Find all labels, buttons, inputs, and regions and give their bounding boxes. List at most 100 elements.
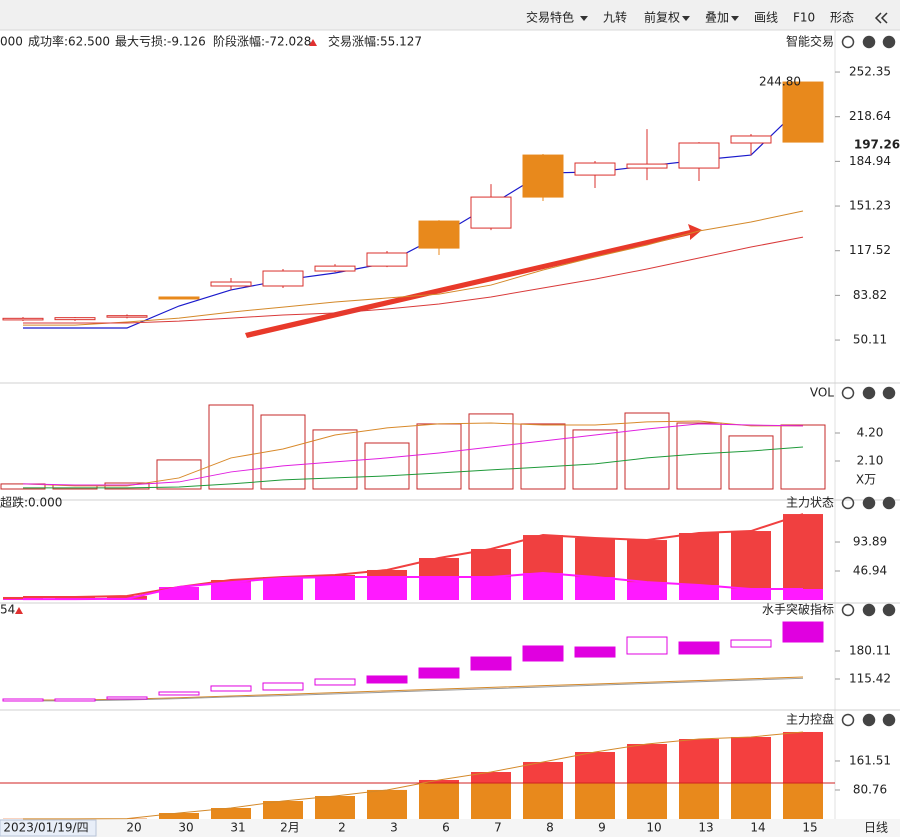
settings-icon[interactable] (841, 386, 855, 400)
help-icon[interactable] (862, 386, 876, 400)
panel-title: 智能交易 (786, 34, 834, 49)
x-tick-label: 10 (646, 821, 661, 835)
indicator-line (23, 210, 804, 326)
bar (783, 514, 823, 600)
stat-label: 000 (0, 35, 23, 49)
x-tick-label: 2月 (280, 821, 300, 835)
stat-label: 最大亏损:-9.126 (115, 35, 206, 49)
help-icon[interactable] (862, 496, 876, 510)
bar (679, 783, 719, 819)
x-tick-label: 2023/01/19/四 (3, 821, 88, 835)
toolbar-button[interactable]: F10 (793, 11, 815, 25)
bar (523, 573, 563, 600)
settings-icon[interactable] (841, 713, 855, 727)
close-icon[interactable] (882, 496, 896, 510)
close-icon[interactable] (882, 603, 896, 617)
bar (731, 589, 771, 600)
x-tick-label: 8 (546, 821, 554, 835)
y-tick-label: 184.94 (849, 154, 891, 168)
indicator-line (23, 572, 803, 601)
volume-bar (260, 414, 306, 490)
stat-label: 成功率:62.500 (28, 34, 110, 49)
bar (419, 577, 459, 600)
y-tick-label: 46.94 (853, 564, 887, 578)
indicator-box (54, 698, 96, 702)
indicator-line (23, 677, 804, 702)
settings-icon[interactable] (841, 35, 855, 49)
toolbar (0, 0, 900, 30)
candle-body (262, 270, 304, 287)
bar (679, 584, 719, 600)
indicator-box (210, 685, 252, 692)
x-tick-label: 9 (598, 821, 606, 835)
candle-body (730, 135, 772, 144)
bar (471, 577, 511, 600)
candle-body (314, 265, 356, 272)
bar (367, 789, 407, 819)
toolbar-button[interactable]: 叠加 (705, 11, 729, 25)
dropdown-caret (731, 16, 739, 21)
toolbar-button[interactable]: 形态 (830, 11, 854, 25)
candle-body (2, 317, 44, 321)
candle-body (158, 296, 200, 300)
close-icon[interactable] (882, 713, 896, 727)
x-tick-label: 30 (178, 821, 193, 835)
bar (783, 783, 823, 819)
close-icon[interactable] (882, 35, 896, 49)
volume-bar (416, 423, 462, 490)
period-label[interactable]: 日线 (864, 821, 888, 835)
candle-body (522, 154, 564, 198)
close-icon[interactable] (882, 386, 896, 400)
volume-bar (468, 413, 514, 490)
indicator-box (522, 645, 564, 662)
stat-label: 阶段涨幅:-72.028 (213, 34, 311, 49)
bar (575, 577, 615, 600)
toolbar-button[interactable]: 九转 (603, 10, 627, 25)
indicator-box (418, 667, 460, 679)
toolbar-button[interactable]: 前复权 (644, 10, 680, 25)
toolbar-button[interactable]: 画线 (754, 11, 778, 25)
y-tick-label: 252.35 (849, 65, 891, 79)
bar (211, 808, 251, 819)
y-tick-label: 161.51 (849, 753, 891, 767)
panel-header: 54 (0, 603, 15, 617)
settings-icon[interactable] (841, 496, 855, 510)
indicator-box (574, 646, 616, 658)
date-axis (0, 819, 900, 837)
panel-title: VOL (810, 386, 834, 400)
candle-body (678, 142, 720, 169)
help-icon[interactable] (862, 713, 876, 727)
panel-title: 主力状态 (786, 496, 834, 510)
bar (523, 783, 563, 819)
help-icon[interactable] (862, 603, 876, 617)
indicator-box (626, 636, 668, 655)
volume-bar (572, 429, 618, 490)
bar (159, 813, 199, 819)
candle-body (470, 196, 512, 229)
x-tick-label: 7 (494, 821, 502, 835)
indicator-box (262, 682, 304, 691)
indicator-box (678, 641, 720, 655)
collapse-icon[interactable] (874, 12, 888, 24)
y-tick-label: 117.52 (849, 243, 891, 257)
candle-body (210, 281, 252, 287)
bar (263, 801, 303, 819)
indicator-line (23, 731, 804, 820)
panel-header: 超跌:0.000 (0, 495, 62, 510)
unit-label: X万 (856, 473, 876, 487)
indicator-line (23, 676, 804, 701)
settings-icon[interactable] (841, 603, 855, 617)
volume-bar (312, 429, 358, 490)
y-tick-label: 151.23 (849, 199, 891, 213)
bar (367, 577, 407, 600)
bar (263, 578, 303, 600)
last-close-label: 244.80 (759, 75, 801, 89)
panel-title: 水手突破指标 (762, 602, 834, 617)
volume-bar (364, 442, 410, 490)
volume-bar (624, 412, 670, 490)
volume-bar (676, 422, 722, 490)
help-icon[interactable] (862, 35, 876, 49)
toolbar-button[interactable]: 交易特色 (526, 10, 574, 25)
indicator-line (23, 446, 804, 489)
